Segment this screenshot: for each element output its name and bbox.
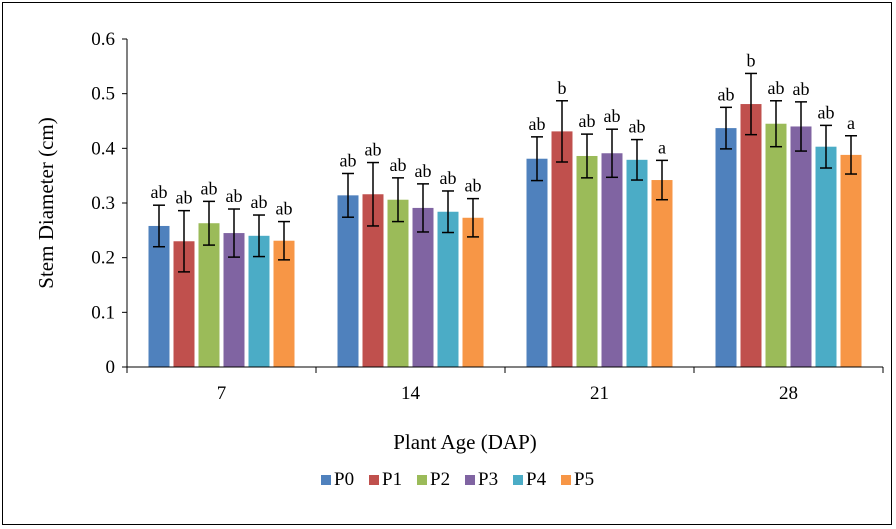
legend-swatch xyxy=(369,475,379,485)
legend-label: P1 xyxy=(382,469,402,490)
bar xyxy=(815,146,837,367)
legend-swatch xyxy=(513,475,523,485)
y-tick-label: 0.1 xyxy=(91,302,115,323)
bar xyxy=(651,180,673,367)
significance-label: ab xyxy=(276,199,293,219)
y-tick-label: 0.5 xyxy=(91,84,115,105)
legend-swatch xyxy=(561,475,571,485)
bar xyxy=(462,217,484,367)
bar xyxy=(626,159,648,367)
bar xyxy=(740,104,762,367)
bar xyxy=(551,131,573,367)
significance-label: ab xyxy=(226,186,243,206)
ticks-layer: 0 0.1 0.2 0.3 0.4 0.5 0.6 7 14 21 28 xyxy=(91,29,884,404)
significance-label: a xyxy=(658,137,666,157)
bar xyxy=(223,233,245,367)
bar xyxy=(437,211,459,367)
significance-label: ab xyxy=(390,155,407,175)
bar xyxy=(148,225,170,367)
legend-label: P0 xyxy=(334,469,354,490)
significance-label: ab xyxy=(365,140,382,160)
significance-label: ab xyxy=(818,102,835,122)
y-tick-label: 0.4 xyxy=(91,138,115,159)
legend-swatch xyxy=(465,475,475,485)
bar xyxy=(840,154,862,367)
significance-label: ab xyxy=(529,114,546,134)
significance-label: ab xyxy=(465,176,482,196)
legend-swatch xyxy=(417,475,427,485)
bar xyxy=(387,199,409,367)
significance-label: b xyxy=(747,50,756,70)
bar xyxy=(576,155,598,367)
legend-label: P4 xyxy=(526,469,547,490)
y-tick-label: 0 xyxy=(106,357,116,378)
y-tick-label: 0.3 xyxy=(91,193,115,214)
significance-label: ab xyxy=(151,182,168,202)
bar xyxy=(337,195,359,367)
bar xyxy=(362,194,384,367)
significance-label: a xyxy=(847,113,855,133)
bar xyxy=(248,235,270,367)
x-tick-label: 14 xyxy=(401,383,421,404)
significance-label: ab xyxy=(340,150,357,170)
legend-swatch xyxy=(321,475,331,485)
bar xyxy=(198,223,220,367)
significance-label: ab xyxy=(604,106,621,126)
x-tick-label: 28 xyxy=(779,383,798,404)
significance-label: ab xyxy=(176,188,193,208)
significance-label: ab xyxy=(201,178,218,198)
bar xyxy=(273,240,295,367)
bar xyxy=(412,207,434,367)
y-axis-title: Stem Diameter (cm) xyxy=(34,117,58,288)
x-tick-label: 21 xyxy=(590,383,609,404)
legend: P0 P1 P2 P3 P4 P5 xyxy=(321,469,594,490)
legend-label: P3 xyxy=(478,469,498,490)
significance-label: ab xyxy=(579,111,596,131)
significance-label: ab xyxy=(793,79,810,99)
significance-label: ab xyxy=(629,117,646,137)
x-tick-label: 7 xyxy=(217,383,227,404)
significance-label: ab xyxy=(768,78,785,98)
significance-label: ab xyxy=(415,161,432,181)
bar xyxy=(173,241,195,367)
significance-label: ab xyxy=(251,192,268,212)
bar xyxy=(765,123,787,367)
legend-label: P5 xyxy=(574,469,594,490)
bar xyxy=(790,126,812,367)
bar xyxy=(526,158,548,367)
significance-label: ab xyxy=(718,84,735,104)
significance-label: ab xyxy=(440,168,457,188)
bar xyxy=(601,153,623,367)
y-tick-label: 0.2 xyxy=(91,248,115,269)
significance-label: b xyxy=(558,78,567,98)
legend-label: P2 xyxy=(430,469,450,490)
y-tick-label: 0.6 xyxy=(91,29,115,50)
x-axis-title: Plant Age (DAP) xyxy=(393,430,537,454)
bar xyxy=(715,128,737,367)
